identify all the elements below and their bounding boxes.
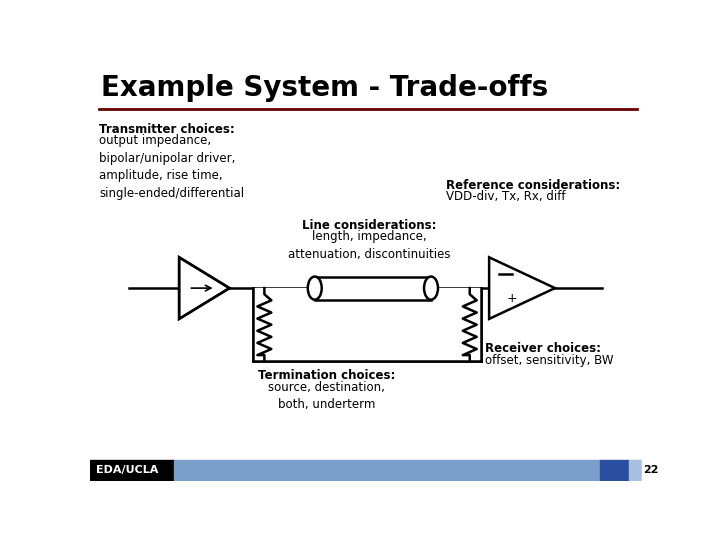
Bar [90,460,174,481]
Text: Line considerations:: Line considerations: [302,219,436,232]
Polygon shape [179,257,230,319]
Text: VDD-div, Tx, Rx, diff: VDD-div, Tx, Rx, diff [446,190,566,203]
Text: Receiver choices:: Receiver choices: [485,342,601,355]
Text: Example System - Trade-offs: Example System - Trade-offs [101,74,548,102]
Bar [600,460,629,481]
Text: Termination choices:: Termination choices: [258,369,395,382]
Text: offset, sensitivity, BW: offset, sensitivity, BW [485,354,613,367]
Text: output impedance,
bipolar/unipolar driver,
amplitude, rise time,
single-ended/di: output impedance, bipolar/unipolar drive… [99,134,244,200]
Bar [315,276,431,300]
Bar [174,460,600,481]
Text: source, destination,
both, underterm: source, destination, both, underterm [268,381,384,411]
Polygon shape [489,257,555,319]
Text: Transmitter choices:: Transmitter choices: [99,123,235,136]
Bar [629,460,642,481]
Bar [642,460,648,481]
Bar [253,288,482,361]
Ellipse shape [307,276,322,300]
Text: 22: 22 [644,465,659,475]
Text: Reference considerations:: Reference considerations: [446,179,621,192]
Text: length, impedance,
attenuation, discontinuities: length, impedance, attenuation, disconti… [288,231,450,261]
Text: EDA/UCLA: EDA/UCLA [96,465,158,475]
Ellipse shape [424,276,438,300]
Text: +: + [507,292,518,306]
